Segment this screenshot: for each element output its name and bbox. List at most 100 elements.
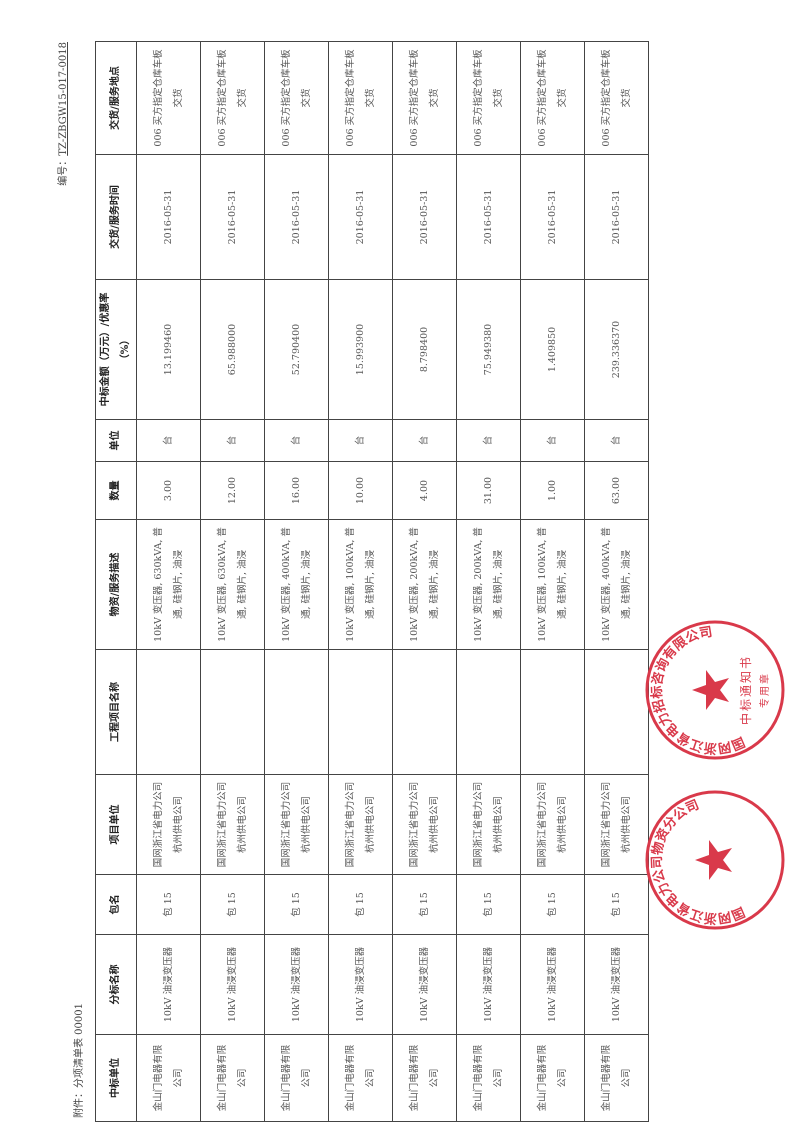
delivery-place-cell: 006 买方指定仓库车板交货 bbox=[456, 41, 521, 155]
lot-name-cell: 10kV 油浸变压器 bbox=[328, 934, 393, 1035]
column-header: 物资/服务描述 bbox=[95, 519, 137, 650]
package-name-cell: 包 15 bbox=[264, 874, 329, 935]
document-number-label: 编号： bbox=[58, 155, 69, 186]
winning-unit-cell: 金山门电器有限公司 bbox=[200, 1034, 265, 1122]
delivery-place-cell: 006 买方指定仓库车板交货 bbox=[200, 41, 265, 155]
svg-text:国网浙江省电力公司物资分公司: 国网浙江省电力公司物资分公司 bbox=[649, 798, 747, 927]
quantity-cell: 63.00 bbox=[584, 461, 649, 520]
column-header: 数量 bbox=[95, 461, 137, 520]
project-unit-cell: 国网浙江省电力公司杭州供电公司 bbox=[264, 774, 329, 875]
column-header: 包名 bbox=[95, 874, 137, 935]
project-name-cell bbox=[456, 649, 521, 775]
document-number: 编号：TZ-ZBGW15-017-0018 bbox=[54, 42, 69, 186]
unit-cell: 台 bbox=[584, 419, 649, 462]
project-unit-cell: 国网浙江省电力公司杭州供电公司 bbox=[328, 774, 393, 875]
unit-cell: 台 bbox=[328, 419, 393, 462]
unit-cell: 台 bbox=[392, 419, 457, 462]
award-amount-cell: 52.790400 bbox=[264, 279, 329, 420]
quantity-cell: 4.00 bbox=[392, 461, 457, 520]
table-row: 金山门电器有限公司 10kV 油浸变压器包 15 国网浙江省电力公司杭州供电公司 10… bbox=[392, 41, 457, 1122]
delivery-place-cell: 006 买方指定仓库车板交货 bbox=[264, 41, 329, 155]
delivery-time-cell: 2016-05-31 bbox=[520, 154, 585, 280]
award-amount-cell: 75.949380 bbox=[456, 279, 521, 420]
project-name-cell bbox=[264, 649, 329, 775]
table-row: 金山门电器有限公司 10kV 油浸变压器包 15 国网浙江省电力公司杭州供电公司 10… bbox=[328, 41, 393, 1122]
column-header: 交货/服务时间 bbox=[95, 154, 137, 280]
table-row: 金山门电器有限公司 10kV 油浸变压器包 15 国网浙江省电力公司杭州供电公司 10… bbox=[456, 41, 521, 1122]
quantity-cell: 1.00 bbox=[520, 461, 585, 520]
winning-unit-cell: 金山门电器有限公司 bbox=[136, 1034, 201, 1122]
winning-unit-cell: 金山门电器有限公司 bbox=[456, 1034, 521, 1122]
winning-unit-cell: 金山门电器有限公司 bbox=[584, 1034, 649, 1122]
item-description-cell: 10kV 变压器, 630kVA, 普通, 硅钢片, 油浸 bbox=[136, 519, 201, 650]
table-header-row: 中标单位 分标名称 包名 项目单位 工程项目名称 物资/服务描述 数量 单位 中标金额（万元）/… bbox=[95, 41, 137, 1122]
star-icon bbox=[692, 670, 729, 710]
stamp-2-text: 国网浙江省电力招标咨询有限公司 bbox=[649, 625, 747, 757]
unit-cell: 台 bbox=[456, 419, 521, 462]
column-header: 分标名称 bbox=[95, 934, 137, 1035]
award-amount-cell: 15.993900 bbox=[328, 279, 393, 420]
package-name-cell: 包 15 bbox=[392, 874, 457, 935]
column-header: 项目单位 bbox=[95, 774, 137, 875]
project-unit-cell: 国网浙江省电力公司杭州供电公司 bbox=[200, 774, 265, 875]
award-amount-cell: 1.409850 bbox=[520, 279, 585, 420]
quantity-cell: 31.00 bbox=[456, 461, 521, 520]
table-row: 金山门电器有限公司 10kV 油浸变压器包 15 国网浙江省电力公司杭州供电公司 10… bbox=[520, 41, 585, 1122]
stamp-2-center-text: 中标通知书 bbox=[738, 655, 753, 725]
table-row: 金山门电器有限公司 10kV 油浸变压器包 15 国网浙江省电力公司杭州供电公司 10… bbox=[136, 41, 201, 1122]
item-description-cell: 10kV 变压器, 100kVA, 普通, 硅钢片, 油浸 bbox=[520, 519, 585, 650]
quantity-cell: 10.00 bbox=[328, 461, 393, 520]
column-header: 工程项目名称 bbox=[95, 649, 137, 775]
quantity-cell: 16.00 bbox=[264, 461, 329, 520]
item-description-cell: 10kV 变压器, 200kVA, 普通, 硅钢片, 油浸 bbox=[456, 519, 521, 650]
award-amount-cell: 65.988000 bbox=[200, 279, 265, 420]
stamp-2-bottom-text: 专用章 bbox=[758, 672, 771, 708]
package-name-cell: 包 15 bbox=[328, 874, 393, 935]
winning-unit-cell: 金山门电器有限公司 bbox=[392, 1034, 457, 1122]
table-row: 金山门电器有限公司 10kV 油浸变压器包 15 国网浙江省电力公司杭州供电公司 10… bbox=[264, 41, 329, 1122]
rotated-document: 编号：TZ-ZBGW15-017-0018 附件：分项清单表 00001 中标单… bbox=[50, 41, 650, 1122]
lot-name-cell: 10kV 油浸变压器 bbox=[136, 934, 201, 1035]
item-description-cell: 10kV 变压器, 400kVA, 普通, 硅钢片, 油浸 bbox=[264, 519, 329, 650]
unit-cell: 台 bbox=[136, 419, 201, 462]
project-unit-cell: 国网浙江省电力公司杭州供电公司 bbox=[456, 774, 521, 875]
table-row: 金山门电器有限公司 10kV 油浸变压器包 15 国网浙江省电力公司杭州供电公司 10… bbox=[200, 41, 265, 1122]
project-name-cell bbox=[200, 649, 265, 775]
item-description-cell: 10kV 变压器, 100kVA, 普通, 硅钢片, 油浸 bbox=[328, 519, 393, 650]
column-header: 中标单位 bbox=[95, 1034, 137, 1122]
stamp-1: 国网浙江省电力公司物资分公司 bbox=[645, 790, 785, 930]
lot-name-cell: 10kV 油浸变压器 bbox=[520, 934, 585, 1035]
document-number-value: TZ-ZBGW15-017-0018 bbox=[58, 42, 69, 156]
item-description-cell: 10kV 变压器, 630kVA, 普通, 硅钢片, 油浸 bbox=[200, 519, 265, 650]
table-row: 金山门电器有限公司 10kV 油浸变压器包 15 国网浙江省电力公司杭州供电公司 10… bbox=[584, 41, 649, 1122]
item-list-table: 中标单位 分标名称 包名 项目单位 工程项目名称 物资/服务描述 数量 单位 中标金额（万元）/… bbox=[95, 41, 649, 1122]
lot-name-cell: 10kV 油浸变压器 bbox=[584, 934, 649, 1035]
delivery-time-cell: 2016-05-31 bbox=[136, 154, 201, 280]
unit-cell: 台 bbox=[520, 419, 585, 462]
package-name-cell: 包 15 bbox=[584, 874, 649, 935]
quantity-cell: 3.00 bbox=[136, 461, 201, 520]
column-header: 单位 bbox=[95, 419, 137, 462]
quantity-cell: 12.00 bbox=[200, 461, 265, 520]
package-name-cell: 包 15 bbox=[136, 874, 201, 935]
svg-text:国网浙江省电力招标咨询有限公司: 国网浙江省电力招标咨询有限公司 bbox=[649, 625, 747, 757]
delivery-time-cell: 2016-05-31 bbox=[392, 154, 457, 280]
winning-unit-cell: 金山门电器有限公司 bbox=[520, 1034, 585, 1122]
award-amount-cell: 8.798400 bbox=[392, 279, 457, 420]
lot-name-cell: 10kV 油浸变压器 bbox=[264, 934, 329, 1035]
package-name-cell: 包 15 bbox=[520, 874, 585, 935]
package-name-cell: 包 15 bbox=[200, 874, 265, 935]
delivery-time-cell: 2016-05-31 bbox=[200, 154, 265, 280]
lot-name-cell: 10kV 油浸变压器 bbox=[392, 934, 457, 1035]
delivery-place-cell: 006 买方指定仓库车板交货 bbox=[392, 41, 457, 155]
unit-cell: 台 bbox=[264, 419, 329, 462]
project-name-cell bbox=[136, 649, 201, 775]
award-amount-cell: 13.199460 bbox=[136, 279, 201, 420]
delivery-place-cell: 006 买方指定仓库车板交货 bbox=[584, 41, 649, 155]
delivery-time-cell: 2016-05-31 bbox=[456, 154, 521, 280]
item-description-cell: 10kV 变压器, 400kVA, 普通, 硅钢片, 油浸 bbox=[584, 519, 649, 650]
delivery-time-cell: 2016-05-31 bbox=[264, 154, 329, 280]
star-icon bbox=[695, 840, 732, 880]
delivery-place-cell: 006 买方指定仓库车板交货 bbox=[136, 41, 201, 155]
lot-name-cell: 10kV 油浸变压器 bbox=[200, 934, 265, 1035]
